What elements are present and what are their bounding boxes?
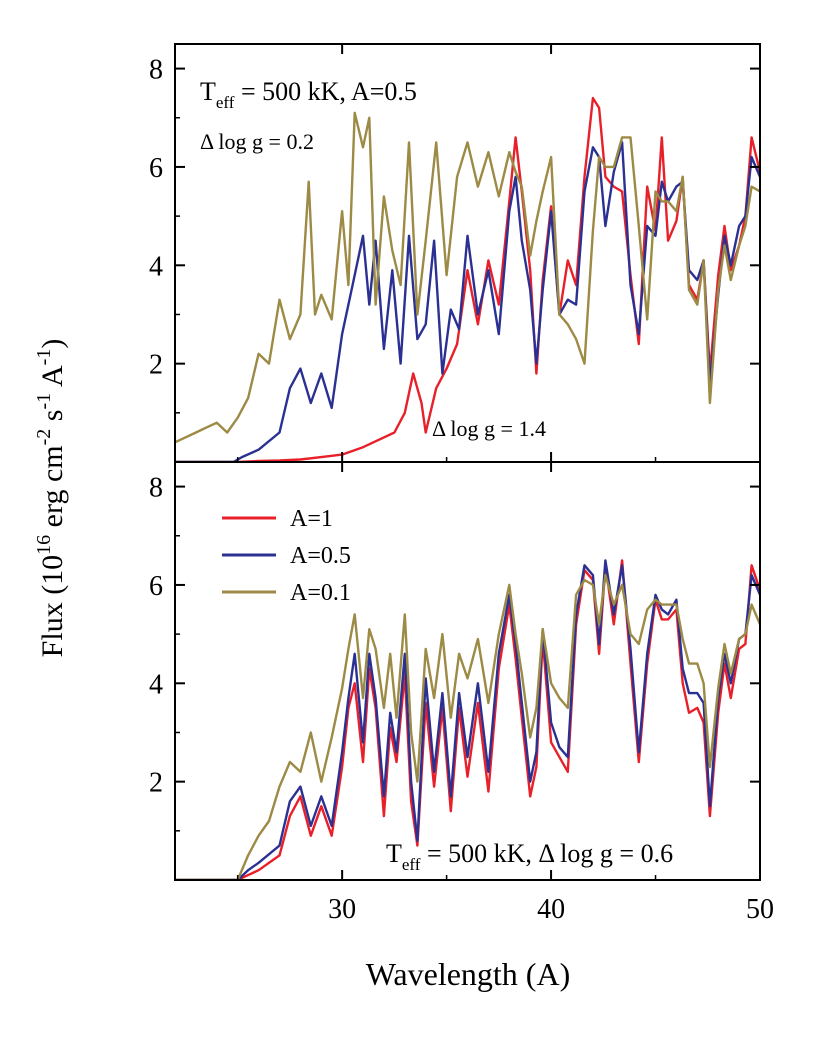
bottom-y-tick-label: 6 [149, 571, 163, 602]
bottom-y-tick-label: 2 [149, 768, 163, 799]
bottom-panel: 2 4 6 8 30 40 50 [149, 461, 774, 925]
bottom-x-tick-label: 40 [537, 894, 565, 925]
bottom-x-tick-label: 30 [328, 894, 356, 925]
legend-label-a01: A=0.1 [290, 580, 351, 606]
top-dlogg-left-annotation: Δ log g = 0.2 [200, 129, 314, 154]
top-panel: 2 4 6 8 [149, 43, 761, 463]
bottom-y-tick-label: 4 [149, 669, 163, 700]
top-y-tick-label: 8 [149, 55, 163, 86]
bottom-x-tick-label: 50 [746, 894, 774, 925]
legend-label-a1: A=1 [290, 506, 333, 532]
bottom-series-line-1 [175, 559, 760, 880]
top-series-line-2 [175, 111, 760, 444]
bottom-series-line-0 [175, 559, 760, 880]
top-y-tick-label: 2 [149, 350, 163, 381]
y-axis-label: Flux (1016 erg cm-2 s-1 A-1) [33, 339, 69, 658]
top-series-line-1 [175, 141, 760, 462]
bottom-plot-frame [174, 461, 761, 881]
top-plot-frame [174, 43, 761, 463]
bottom-teff-annotation: Teff = 500 kK, Δ log g = 0.6 [386, 839, 673, 874]
legend-label-a05: A=0.5 [290, 543, 351, 569]
top-teff-annotation: Teff = 500 kK, A=0.5 [200, 77, 417, 112]
legend: A=1 A=0.5 A=0.1 [222, 506, 351, 606]
bottom-series-line-2 [175, 573, 760, 880]
top-dlogg-right-annotation: Δ log g = 1.4 [432, 416, 546, 441]
top-y-tick-label: 6 [149, 153, 163, 184]
x-axis-label: Wavelength (A) [366, 956, 570, 992]
top-y-tick-label: 4 [149, 251, 163, 282]
bottom-y-tick-label: 8 [149, 473, 163, 504]
